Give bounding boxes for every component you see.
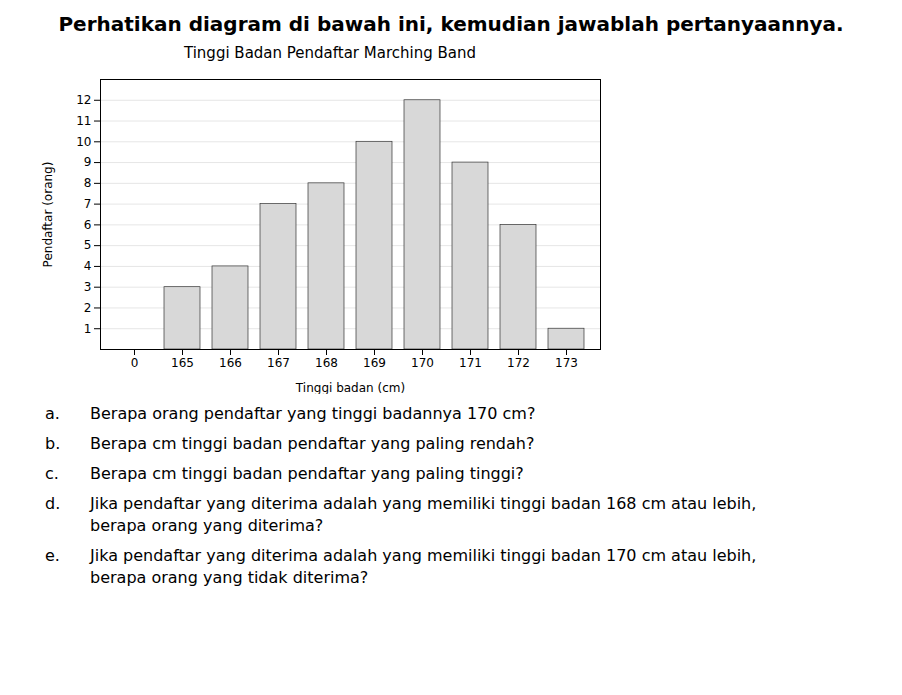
html-text:Jika pendaftar yang diterima a: Jika pendaftar yang diterima adalah yang…	[90, 494, 757, 513]
svg-text:12: 12	[76, 93, 91, 107]
html-text:Jika pendaftar yang diterima a: Jika pendaftar yang diterima adalah yang…	[90, 546, 757, 565]
html-text:d.: d.	[45, 494, 61, 513]
svg-text:170: 170	[411, 356, 434, 370]
svg-text:165: 165	[171, 356, 194, 370]
html-text:c.: c.	[45, 464, 59, 483]
svg-text:166: 166	[219, 356, 242, 370]
svg-text:0: 0	[131, 356, 139, 370]
svg-text:168: 168	[315, 356, 338, 370]
svg-text:11: 11	[76, 114, 91, 128]
svg-text:173: 173	[555, 356, 578, 370]
svg-text:167: 167	[267, 356, 290, 370]
svg-text:Pendaftar (orang): Pendaftar (orang)	[41, 162, 55, 268]
svg-text:3: 3	[84, 280, 92, 294]
svg-text:9: 9	[84, 155, 92, 169]
html-text:berapa orang yang tidak diteri: berapa orang yang tidak diterima?	[90, 568, 369, 587]
svg-text:171: 171	[459, 356, 482, 370]
svg-text:Tinggi badan (cm): Tinggi badan (cm)	[295, 381, 405, 395]
html-text:Berapa cm tinggi badan pendaft: Berapa cm tinggi badan pendaftar yang pa…	[90, 464, 524, 483]
svg-text:5: 5	[84, 238, 92, 252]
svg-text:169: 169	[363, 356, 386, 370]
html-text:b.: b.	[45, 434, 61, 453]
svg-text:1: 1	[84, 322, 92, 336]
html-text:berapa orang yang diterima?: berapa orang yang diterima?	[90, 516, 324, 535]
html-text:a.: a.	[45, 404, 60, 423]
svg-text:6: 6	[84, 218, 92, 232]
html-text:Perhatikan diagram di bawah in: Perhatikan diagram di bawah ini, kemudia…	[58, 12, 844, 36]
html-text:Tinggi Badan Pendaftar Marchin: Tinggi Badan Pendaftar Marching Band	[184, 44, 476, 62]
svg-text:172: 172	[507, 356, 530, 370]
svg-text:10: 10	[76, 135, 91, 149]
svg-text:7: 7	[84, 197, 92, 211]
svg-text:4: 4	[84, 259, 92, 273]
html-text:Berapa orang pendaftar yang ti: Berapa orang pendaftar yang tinggi badan…	[90, 404, 536, 423]
html-text:Berapa cm tinggi badan pendaft: Berapa cm tinggi badan pendaftar yang pa…	[90, 434, 535, 453]
svg-text:8: 8	[84, 176, 92, 190]
svg-text:2: 2	[84, 301, 92, 315]
html-text:e.: e.	[45, 546, 60, 565]
